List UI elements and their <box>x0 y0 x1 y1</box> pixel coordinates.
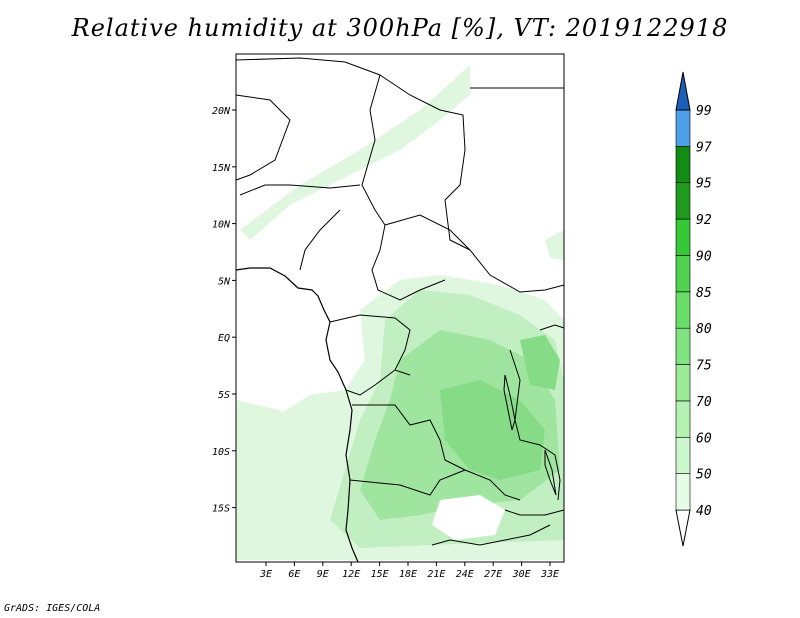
country-border <box>239 184 361 196</box>
colorbar-segment <box>675 291 691 329</box>
colorbar-segment <box>675 146 691 184</box>
map-title: Relative humidity at 300hPa [%], VT: 201… <box>71 14 729 42</box>
colorbar-segment <box>675 364 691 402</box>
country-border <box>539 324 565 331</box>
colorbar-segment <box>675 255 691 293</box>
country-border <box>352 404 521 501</box>
lon-tick-label: 6E <box>288 569 300 580</box>
colorbar-label: 50 <box>696 468 712 483</box>
lon-tick-label: 12E <box>342 569 360 580</box>
colorbar-label: 92 <box>696 213 712 228</box>
country-border <box>509 349 561 501</box>
colorbar-segment <box>675 327 691 365</box>
colorbar-label: 90 <box>696 249 712 264</box>
country-border <box>345 369 411 396</box>
country-border <box>384 214 565 293</box>
colorbar-segment <box>675 400 691 438</box>
colorbar-segment <box>675 218 691 256</box>
country-border <box>504 509 565 516</box>
colorbar-segment <box>675 109 691 147</box>
humidity-region <box>440 380 545 480</box>
latitude-axis: 20N 15N 10N 5N EQ 5S 10S 15S <box>212 106 236 515</box>
colorbar-label: 99 <box>696 104 712 119</box>
map-area <box>235 53 565 563</box>
colorbar-label: 80 <box>696 322 712 337</box>
lat-tick-label: 15S <box>212 504 230 515</box>
country-border <box>235 94 291 181</box>
humidity-region <box>432 495 505 540</box>
colorbar: 40 50 60 70 75 80 85 90 92 95 97 99 <box>675 71 712 547</box>
lat-tick-label: 5N <box>218 276 231 287</box>
coastline <box>235 267 359 563</box>
lon-tick-label: 15E <box>371 569 389 580</box>
country-border <box>349 469 466 496</box>
map-frame <box>235 53 565 563</box>
lat-tick-label: EQ <box>218 333 230 344</box>
humidity-region <box>520 335 560 390</box>
humidity-region <box>260 118 430 215</box>
colorbar-segment <box>675 473 691 511</box>
country-border <box>235 57 466 201</box>
grads-credit: GrADS: IGES/COLA <box>4 603 101 614</box>
colorbar-label: 75 <box>696 359 712 374</box>
colorbar-segment <box>675 182 691 220</box>
lon-tick-label: 30E <box>512 569 531 580</box>
lake-outline <box>544 449 557 496</box>
lat-tick-label: 20N <box>212 106 231 117</box>
political-boundaries <box>235 57 565 563</box>
lat-tick-label: 15N <box>212 163 231 174</box>
lat-tick-label: 5S <box>218 390 230 401</box>
colorbar-upper-triangle <box>675 71 691 111</box>
humidity-region <box>236 400 300 520</box>
lon-tick-label: 33E <box>540 569 559 580</box>
country-border <box>329 314 411 371</box>
lat-tick-label: 10S <box>212 447 230 458</box>
colorbar-label: 85 <box>696 286 712 301</box>
lon-tick-label: 3E <box>259 569 272 580</box>
colorbar-lower-triangle <box>675 509 691 547</box>
lon-tick-label: 24E <box>456 569 474 580</box>
country-border <box>444 199 471 251</box>
lon-tick-label: 18E <box>399 569 417 580</box>
colorbar-label: 95 <box>696 177 712 192</box>
longitude-axis: 3E 6E 9E 12E 15E 18E 21E 24E 27E 30E 33E <box>259 562 559 580</box>
lat-tick-label: 10N <box>212 220 231 231</box>
colorbar-label: 60 <box>696 431 712 446</box>
humidity-region <box>545 230 564 260</box>
country-border <box>299 209 341 271</box>
lon-tick-label: 21E <box>427 569 445 580</box>
country-border <box>371 249 446 301</box>
colorbar-label: 70 <box>696 395 712 410</box>
lon-tick-label: 9E <box>317 569 329 580</box>
colorbar-label: 40 <box>696 504 712 519</box>
lon-tick-label: 27E <box>484 569 502 580</box>
lake-outline <box>503 374 516 431</box>
colorbar-label: 97 <box>696 140 712 155</box>
colorbar-segment <box>675 436 691 474</box>
country-border <box>431 524 551 546</box>
